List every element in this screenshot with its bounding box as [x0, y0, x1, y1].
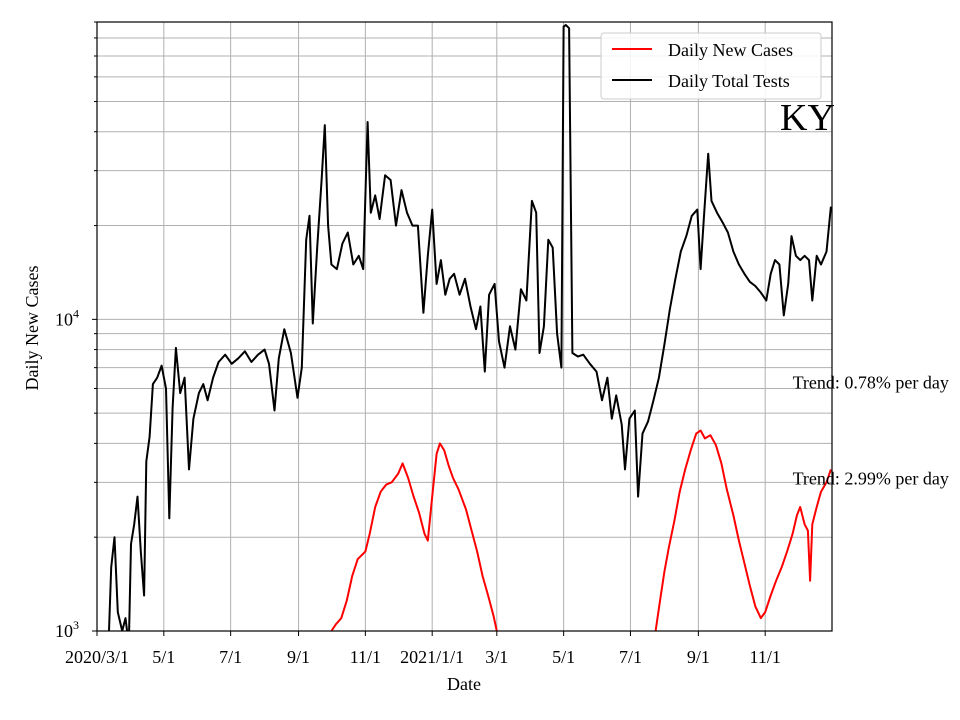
- x-tick-label: 5/1: [152, 647, 175, 667]
- y-axis-label: Daily New Cases: [22, 266, 42, 391]
- x-tick-label: 7/1: [219, 647, 242, 667]
- series-line-daily-new-cases-1: [654, 429, 832, 631]
- x-tick-label: 9/1: [287, 647, 310, 667]
- x-tick-label: 9/1: [687, 647, 710, 667]
- x-axis-label: Date: [447, 674, 481, 694]
- annotations: Trend: 0.78% per day Trend: 2.99% per day: [793, 373, 949, 489]
- x-tick-label: 2020/3/1: [65, 647, 129, 667]
- legend-label-cases: Daily New Cases: [668, 40, 793, 60]
- legend-label-tests: Daily Total Tests: [668, 71, 790, 91]
- legend: Daily New Cases Daily Total Tests: [600, 32, 822, 100]
- x-tick-label: 7/1: [619, 647, 642, 667]
- y-tick-label: 104: [55, 306, 79, 329]
- series-line-daily-new-cases-0: [330, 442, 498, 631]
- x-tick-label: 5/1: [552, 647, 575, 667]
- axis-ticks: 2020/3/1 5/1 7/1 9/1 11/1 2021/1/1 3/1 5/1 7/1 9/…: [55, 21, 781, 667]
- legend-box: [600, 32, 822, 100]
- trend-annotation: Trend: 0.78% per day: [793, 373, 949, 393]
- x-tick-label: 2021/1/1: [400, 647, 464, 667]
- series-line-daily-total-tests-2: [108, 24, 832, 631]
- plot-area-frame: [96, 21, 833, 632]
- y-tick-label: 103: [55, 618, 79, 641]
- chart-title: KY: [780, 97, 835, 139]
- x-tick-label: 3/1: [485, 647, 508, 667]
- grid-lines: [96, 21, 832, 632]
- series-layer: [108, 24, 832, 631]
- x-tick-label: 11/1: [750, 647, 781, 667]
- x-tick-label: 11/1: [350, 647, 381, 667]
- trend-annotation: Trend: 2.99% per day: [793, 469, 949, 489]
